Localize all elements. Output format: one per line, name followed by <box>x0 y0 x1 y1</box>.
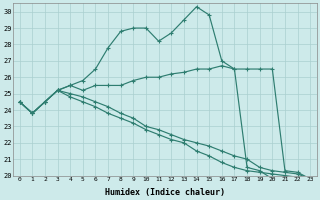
X-axis label: Humidex (Indice chaleur): Humidex (Indice chaleur) <box>105 188 225 197</box>
